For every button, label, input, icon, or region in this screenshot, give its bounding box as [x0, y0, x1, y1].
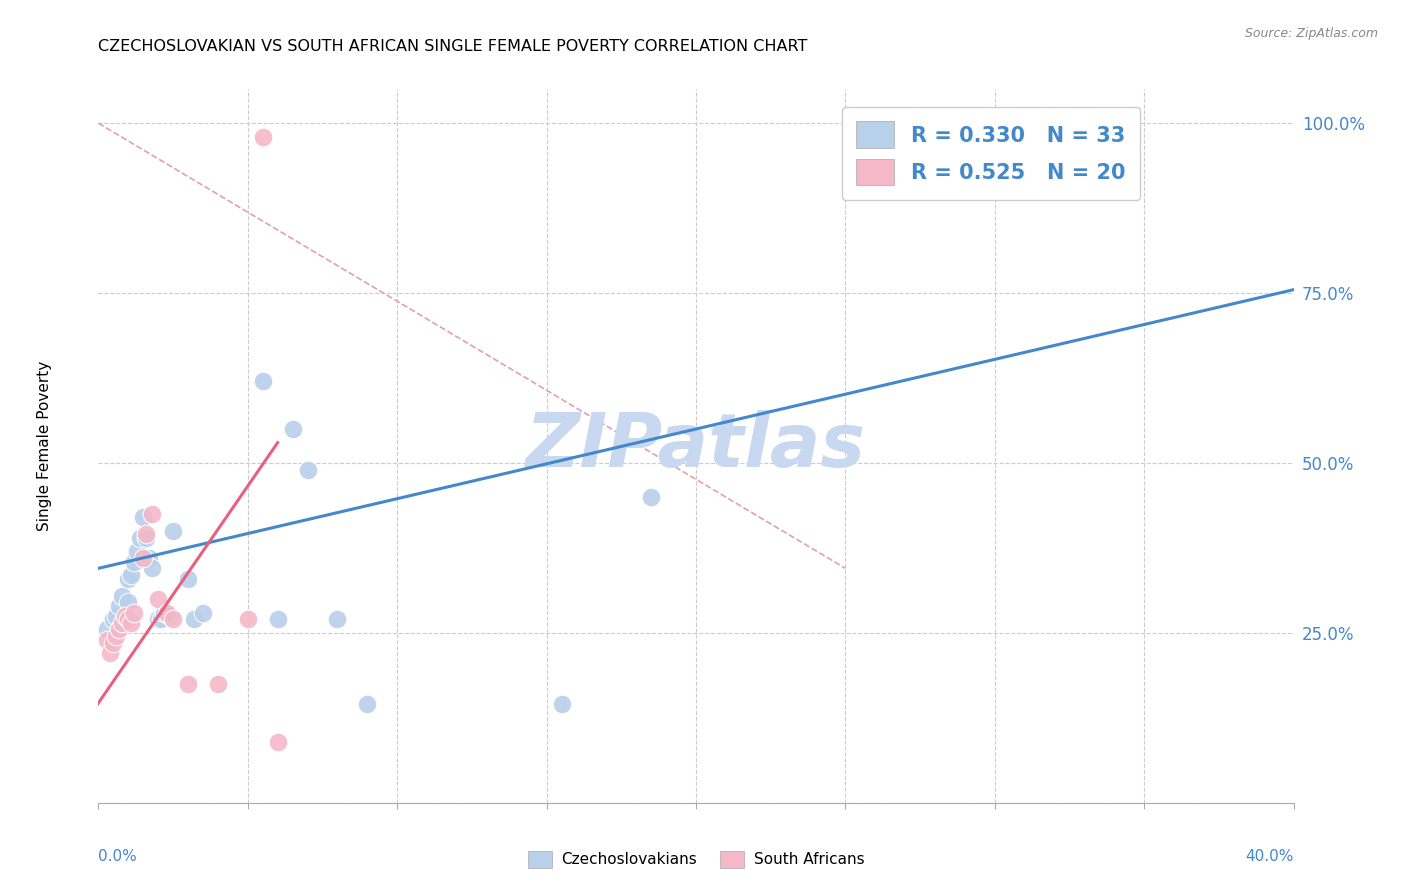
Point — [117, 595, 139, 609]
Point — [550, 698, 572, 712]
Point — [191, 606, 214, 620]
Text: 0.0%: 0.0% — [98, 849, 138, 864]
Point — [159, 608, 181, 623]
Point — [640, 490, 662, 504]
Point — [148, 612, 170, 626]
Point — [105, 608, 128, 623]
Point — [111, 589, 134, 603]
Legend: Czechoslovakians, South Africans: Czechoslovakians, South Africans — [522, 845, 870, 873]
Point — [356, 698, 378, 712]
Point — [177, 677, 200, 691]
Point — [108, 599, 131, 613]
Point — [150, 612, 173, 626]
Point — [236, 612, 259, 626]
Point — [252, 129, 274, 144]
Point — [96, 632, 118, 647]
Point — [135, 531, 157, 545]
Point — [117, 572, 139, 586]
Point — [141, 561, 163, 575]
Point — [267, 734, 290, 748]
Point — [156, 606, 179, 620]
Point — [127, 544, 149, 558]
Point — [114, 612, 136, 626]
Point — [326, 612, 349, 626]
Text: ZIPatlas: ZIPatlas — [526, 409, 866, 483]
Point — [105, 629, 128, 643]
Point — [207, 677, 229, 691]
Point — [103, 636, 125, 650]
Point — [267, 612, 290, 626]
Point — [162, 612, 184, 626]
Point — [124, 555, 146, 569]
Text: Single Female Poverty: Single Female Poverty — [37, 361, 52, 531]
Point — [129, 531, 152, 545]
Point — [1118, 116, 1140, 130]
Point — [108, 623, 131, 637]
Point — [124, 606, 146, 620]
Point — [297, 463, 319, 477]
Point — [252, 375, 274, 389]
Point — [132, 551, 155, 566]
Point — [183, 612, 205, 626]
Text: Source: ZipAtlas.com: Source: ZipAtlas.com — [1244, 27, 1378, 40]
Point — [111, 615, 134, 630]
Text: CZECHOSLOVAKIAN VS SOUTH AFRICAN SINGLE FEMALE POVERTY CORRELATION CHART: CZECHOSLOVAKIAN VS SOUTH AFRICAN SINGLE … — [98, 38, 808, 54]
Point — [132, 510, 155, 524]
Point — [120, 568, 142, 582]
Point — [103, 612, 125, 626]
Point — [153, 606, 176, 620]
Point — [135, 527, 157, 541]
Point — [120, 615, 142, 630]
Point — [177, 572, 200, 586]
Point — [117, 612, 139, 626]
Text: 40.0%: 40.0% — [1246, 849, 1294, 864]
Point — [96, 623, 118, 637]
Point — [141, 507, 163, 521]
Point — [100, 646, 122, 660]
Point — [281, 422, 304, 436]
Point — [114, 608, 136, 623]
Point — [148, 591, 170, 606]
Point — [138, 551, 160, 566]
Point — [162, 524, 184, 538]
